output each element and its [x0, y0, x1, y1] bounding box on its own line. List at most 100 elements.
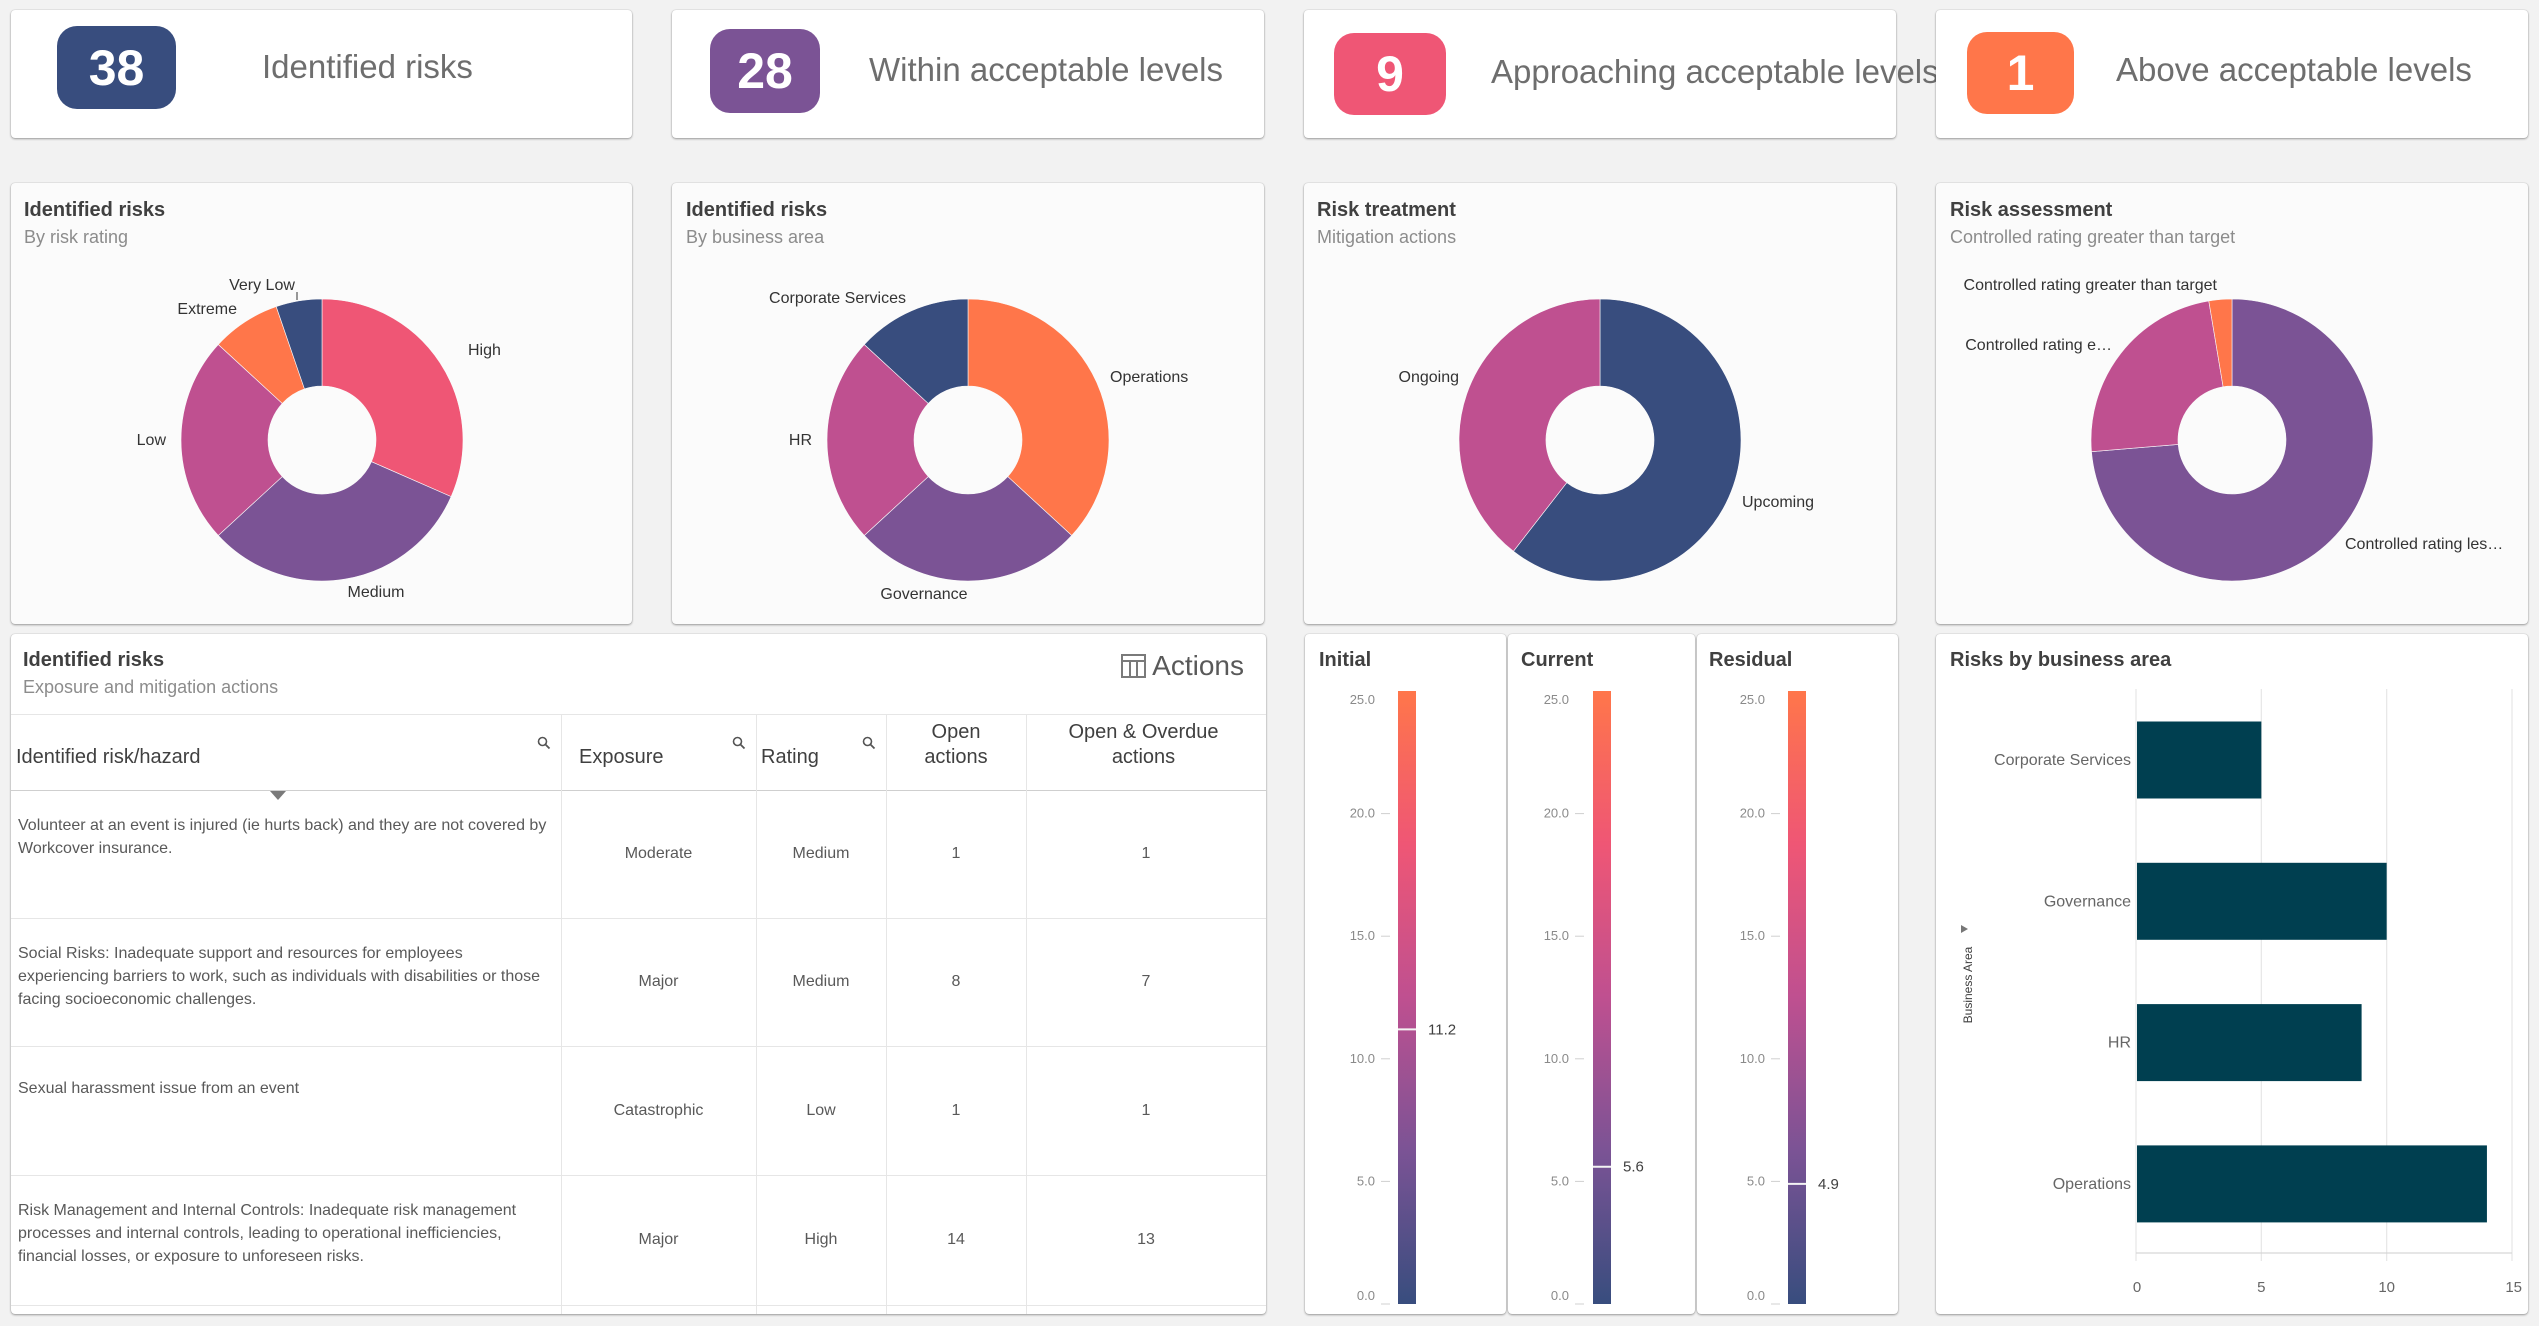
donut-slice-controlled-rating-les[interactable] [2091, 298, 2374, 582]
table-top-divider [11, 714, 1266, 715]
cell-open: 8 [951, 973, 961, 990]
actions-button[interactable]: Actions [1120, 650, 1244, 682]
column-header-text: Exposure [579, 746, 664, 768]
donut-slice-operations[interactable] [967, 298, 1110, 536]
table-columns-icon [1121, 654, 1147, 678]
sort-descending-icon[interactable] [270, 791, 286, 801]
row-divider [11, 1175, 1266, 1176]
search-icon[interactable] [862, 736, 876, 750]
donut-slice-hr[interactable] [826, 344, 929, 536]
card-subtitle: Exposure and mitigation actions [23, 677, 279, 697]
column-header[interactable]: Identified risk/hazard [16, 746, 546, 769]
donut-slice-medium[interactable] [217, 461, 452, 582]
cell-open: 1 [951, 1101, 961, 1119]
column-header[interactable]: Open & Overdue actions [1026, 720, 1261, 770]
cell-rating: Low [806, 1101, 836, 1119]
donut-slice-controlled-rating-greater-than-target[interactable] [2208, 298, 2233, 388]
column-header[interactable]: Open actions [886, 720, 1026, 770]
donut-slice-very-low[interactable] [275, 298, 323, 390]
donut-slice-governance[interactable] [863, 476, 1073, 582]
table-card-identified-risks: Identified risks Exposure and mitigation… [11, 634, 1266, 1314]
cell-overdue: 13 [1137, 1231, 1155, 1248]
card-title: Initial [1319, 649, 1372, 671]
card-subtitle: By risk rating [24, 227, 129, 247]
card-subtitle: Controlled rating greater than target [1950, 227, 2236, 247]
card-title: Risk assessment [1950, 199, 2113, 221]
cell-risk: Social Risks: Inadequate support and res… [18, 945, 541, 1008]
column-header-text: actions [924, 746, 988, 768]
table-row[interactable]: Social Risks: Inadequate support and res… [11, 918, 1266, 1046]
donut-slice-high[interactable] [321, 298, 464, 498]
card-title: Residual [1709, 649, 1793, 671]
search-icon[interactable] [732, 736, 746, 750]
bar-governance[interactable] [2137, 862, 2387, 940]
bar-corporate-services[interactable] [2137, 721, 2262, 799]
column-divider [886, 714, 887, 1314]
kpi-card-within-acceptable[interactable]: 28 Within acceptable levels [672, 10, 1264, 138]
column-divider [1026, 714, 1027, 1314]
card-subtitle: By business area [686, 227, 825, 247]
column-header-text: Open & Overdue [1068, 721, 1219, 743]
card-title: Identified risks [23, 649, 165, 671]
gauge-card-initial: Initial [1305, 634, 1506, 1314]
kpi-card-above-acceptable[interactable]: 1 Above acceptable levels [1936, 10, 2528, 138]
table-row[interactable]: Sexual harassment issue from an event Cat… [11, 1046, 1266, 1175]
gauge-card-current: Current [1508, 634, 1695, 1314]
column-header[interactable]: Rating [761, 746, 861, 769]
card-subtitle: Mitigation actions [1317, 227, 1457, 247]
kpi-card-approaching-acceptable[interactable]: 9 Approaching acceptable levels [1304, 10, 1939, 138]
cell-rating: High [804, 1231, 838, 1248]
kpi-badge: 1 [1967, 32, 2074, 114]
donut-slice-low[interactable] [180, 344, 283, 536]
donut-slice-upcoming[interactable] [1512, 298, 1742, 582]
cell-open: 1 [951, 845, 961, 862]
card-title: Risk treatment [1317, 199, 1456, 221]
actions-label: Actions [1152, 650, 1244, 681]
card-title: Current [1521, 649, 1594, 671]
bar-hr[interactable] [2137, 1004, 2362, 1082]
kpi-badge: 28 [710, 29, 820, 113]
header-divider [11, 790, 1266, 791]
card-title: Identified risks [24, 199, 166, 221]
cell-risk: Risk Management and Internal Controls: I… [18, 1202, 517, 1265]
column-header-text: Rating [761, 746, 819, 768]
kpi-label: Approaching acceptable levels [1491, 53, 1939, 90]
bar-operations[interactable] [2137, 1145, 2487, 1223]
kpi-label: Above acceptable levels [2116, 51, 2472, 88]
cell-risk: Volunteer at an event is injured (ie hur… [18, 817, 547, 857]
row-divider [11, 1305, 1266, 1306]
table-row[interactable]: Volunteer at an event is injured (ie hur… [11, 790, 1266, 918]
row-divider [11, 918, 1266, 919]
column-header[interactable]: Exposure [579, 746, 699, 769]
search-icon[interactable] [537, 736, 551, 750]
kpi-badge: 38 [57, 26, 176, 109]
column-header-text: Open [931, 721, 981, 743]
card-title: Identified risks [686, 199, 828, 221]
cell-exposure: Major [638, 1231, 679, 1248]
cell-exposure: Catastrophic [613, 1101, 704, 1119]
card-title: Risks by business area [1950, 649, 2172, 671]
donut-slice-ongoing[interactable] [1458, 298, 1601, 552]
kpi-badge: 9 [1334, 33, 1446, 115]
donut-slice-corporate-services[interactable] [863, 298, 969, 404]
column-header-text: actions [1111, 746, 1176, 768]
expand-arrow-icon[interactable] [1961, 925, 1968, 933]
cell-overdue: 7 [1141, 973, 1151, 990]
cell-exposure: Moderate [624, 845, 693, 862]
cell-open: 14 [947, 1231, 965, 1248]
cell-rating: Medium [792, 845, 850, 862]
cell-overdue: 1 [1141, 1101, 1151, 1119]
column-divider [756, 714, 757, 1314]
kpi-card-identified-risks[interactable]: 38 Identified risks [11, 10, 632, 138]
row-divider [11, 1046, 1266, 1047]
table-row[interactable]: Risk Management and Internal Controls: I… [11, 1175, 1266, 1305]
column-header-text: Identified risk/hazard [16, 746, 201, 768]
cell-risk: Sexual harassment issue from an event [18, 1080, 300, 1097]
donut-slice-controlled-rating-e[interactable] [2090, 300, 2224, 452]
column-divider [561, 714, 562, 1314]
cell-exposure: Major [638, 973, 679, 990]
cell-overdue: 1 [1141, 845, 1151, 862]
